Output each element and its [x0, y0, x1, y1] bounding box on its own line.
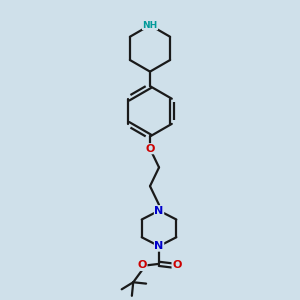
Text: N: N	[154, 241, 164, 251]
Text: N: N	[154, 206, 164, 216]
Text: O: O	[138, 260, 147, 271]
Text: O: O	[172, 260, 182, 271]
Text: O: O	[145, 144, 155, 154]
Text: NH: NH	[142, 21, 158, 30]
